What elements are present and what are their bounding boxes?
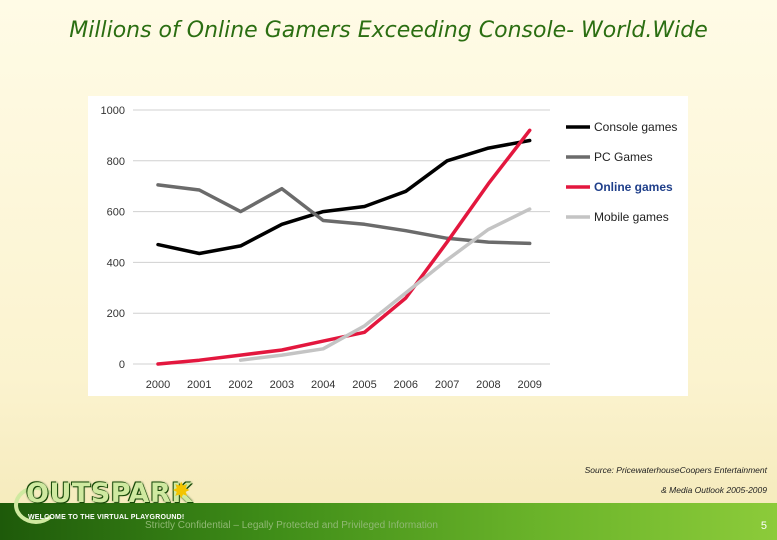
source-line-1: Source: PricewaterhouseCoopers Entertain… xyxy=(584,465,767,475)
line-chart: 0 200 400 600 800 1000 2000 2001 2002 2003 2004 200… xyxy=(101,105,678,391)
x-tick-label: 2001 xyxy=(187,379,211,391)
outspark-logo: OUTSPARK ✸ WELCOME TO THE VIRTUAL PLAYGR… xyxy=(14,476,194,526)
legend-label: Mobile games xyxy=(594,210,669,224)
legend-label: Online games xyxy=(594,180,673,194)
logo-tagline: WELCOME TO THE VIRTUAL PLAYGROUND! xyxy=(28,514,185,521)
y-tick-label: 1000 xyxy=(101,105,125,117)
x-tick-label: 2002 xyxy=(228,379,252,391)
x-tick-label: 2007 xyxy=(435,379,459,391)
x-tick-label: 2005 xyxy=(352,379,376,391)
y-tick-label: 800 xyxy=(107,156,125,168)
y-tick-label: 200 xyxy=(107,308,125,320)
logo-wordmark: OUTSPARK xyxy=(26,478,193,509)
footer-band xyxy=(0,503,777,540)
slide-title: Millions of Online Gamers Exceeding Cons… xyxy=(69,18,708,43)
footer-confidential-text: Strictly Confidential – Legally Protecte… xyxy=(145,520,438,531)
chart-panel: 0 200 400 600 800 1000 2000 2001 2002 2003 2004 200… xyxy=(88,96,688,396)
series-line-console-games xyxy=(156,138,532,256)
x-tick-label: 2009 xyxy=(517,379,541,391)
x-tick-label: 2003 xyxy=(270,379,294,391)
y-tick-label: 400 xyxy=(107,257,125,269)
x-tick-label: 2008 xyxy=(476,379,500,391)
series-line-online-games xyxy=(156,128,532,366)
page-number: 5 xyxy=(760,520,767,532)
source-note: Source: PricewaterhouseCoopers Entertain… xyxy=(585,460,767,500)
x-tick-label: 2006 xyxy=(394,379,418,391)
series-line-pc-games xyxy=(156,183,532,246)
legend-label: PC Games xyxy=(594,150,653,164)
x-tick-label: 2000 xyxy=(146,379,170,391)
x-tick-label: 2004 xyxy=(311,379,335,391)
source-line-2: & Media Outlook 2005-2009 xyxy=(661,485,767,495)
series-line-mobile-games xyxy=(238,207,532,362)
y-tick-label: 0 xyxy=(119,359,125,371)
legend-label: Console games xyxy=(594,120,677,134)
logo-swoosh-icon xyxy=(14,486,58,524)
logo-spark-icon: ✸ xyxy=(172,478,191,503)
y-tick-label: 600 xyxy=(107,207,125,219)
